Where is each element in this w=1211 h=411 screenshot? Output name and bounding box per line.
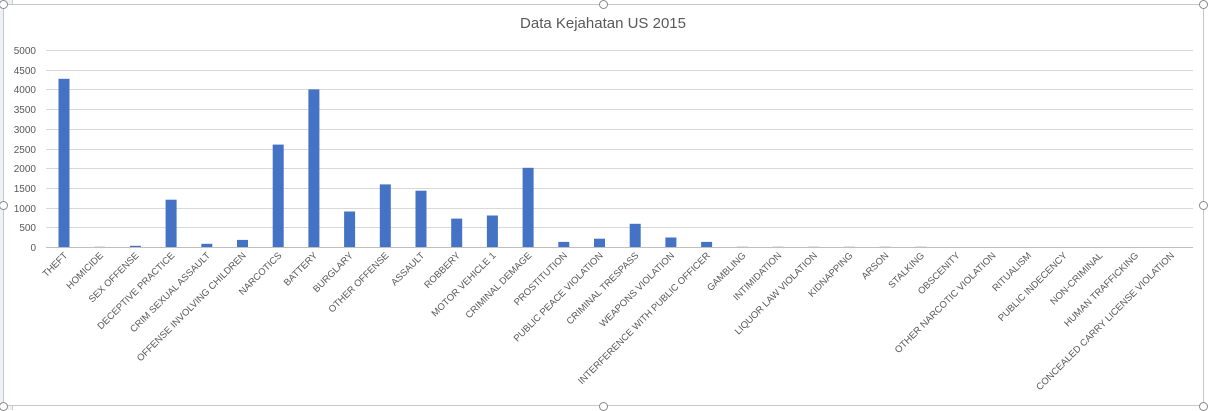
y-tick-label: 2000 xyxy=(14,164,37,175)
y-tick-label: 0 xyxy=(30,243,36,254)
bar xyxy=(416,191,427,247)
bar xyxy=(701,242,712,247)
y-tick-label: 500 xyxy=(19,223,36,234)
bar xyxy=(273,145,284,247)
bar xyxy=(665,238,676,248)
bar xyxy=(130,246,141,247)
y-tick-label: 3000 xyxy=(14,125,37,136)
bar xyxy=(308,89,319,247)
bar xyxy=(59,79,70,247)
bar xyxy=(201,244,212,247)
x-category-label: OTHER OFFENSE xyxy=(327,250,392,315)
bar xyxy=(166,200,177,247)
bar xyxy=(523,168,534,247)
bar xyxy=(594,239,605,247)
bar xyxy=(487,216,498,248)
bar xyxy=(380,184,391,247)
bar xyxy=(451,219,462,247)
x-category-label: THEFT xyxy=(41,250,71,280)
x-category-label: CRIMINAL DEMAGE xyxy=(464,250,535,321)
y-tick-label: 4000 xyxy=(14,85,37,96)
y-tick-label: 1000 xyxy=(14,204,37,215)
y-tick-label: 4500 xyxy=(14,66,37,77)
y-tick-label: 1500 xyxy=(14,184,37,195)
gridlines xyxy=(46,51,1193,228)
bar xyxy=(630,224,641,247)
bars xyxy=(59,79,927,247)
x-category-label: PUBLIC INDECENCY xyxy=(996,250,1070,324)
chart-title: Data Kejahatan US 2015 xyxy=(520,15,686,32)
y-tick-label: 5000 xyxy=(14,46,37,57)
bar xyxy=(558,242,569,247)
y-axis-ticks: 0 500 1000 1500 2000 2500 3000 3500 4000 4500 5000 xyxy=(14,46,37,254)
bar xyxy=(344,212,355,248)
x-category-label: INTERFERENCE WITH PUBLIC OFFICER xyxy=(576,250,713,387)
x-category-label: MOTOR VEHICLE 1 xyxy=(430,250,499,319)
y-tick-label: 3500 xyxy=(14,105,37,116)
x-category-label: ARSON xyxy=(860,250,892,282)
bar xyxy=(237,240,248,247)
y-tick-label: 2500 xyxy=(14,145,37,156)
